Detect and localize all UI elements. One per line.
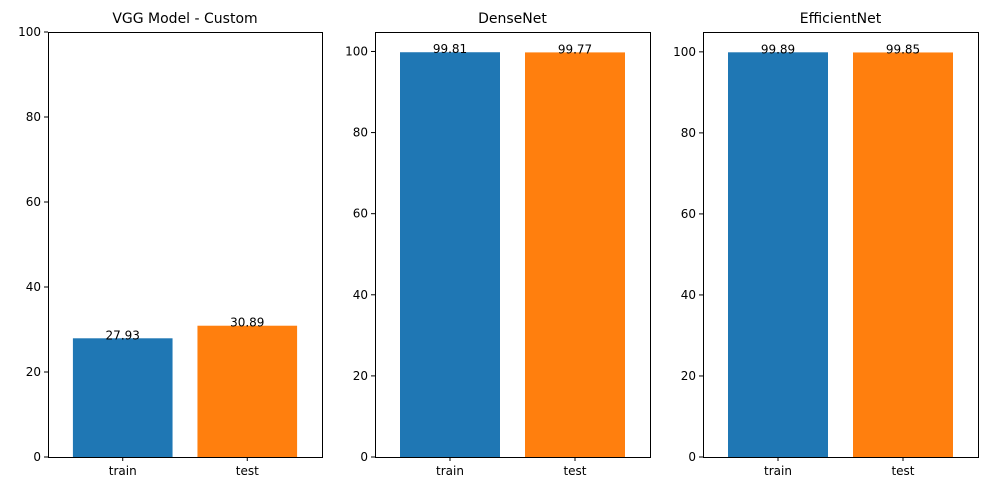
plot-frame [48,32,323,458]
bar-test [853,52,953,457]
y-tick-label: 60 [353,207,368,221]
x-tick-label-test: test [563,464,586,478]
y-tick-label: 20 [681,369,696,383]
subplot-vgg-custom: 27.93 30.89 0 20 40 60 80 100 train test VGG Model… [18,11,323,478]
bar-test [197,325,298,457]
y-tick-label: 20 [353,369,368,383]
y-tick-label: 100 [18,25,41,39]
chart-title: EfficientNet [800,11,882,27]
bar-value-label: 99.77 [558,42,592,56]
y-tick-label: 40 [353,288,368,302]
bar-value-label: 30.89 [230,316,264,330]
x-tick-label-train: train [436,464,464,478]
chart-title: VGG Model - Custom [112,11,257,27]
y-tick-label: 60 [681,207,696,221]
x-tick-label-train: train [109,464,137,478]
y-tick-label: 80 [353,126,368,140]
bar-value-label: 99.81 [433,42,467,56]
y-tick-label: 0 [33,450,41,464]
bar-train [728,52,828,457]
x-tick-label-test: test [891,464,914,478]
plot-frame [703,32,979,458]
plot-frame [375,32,651,458]
bar-train [72,338,173,457]
x-tick-label-train: train [764,464,792,478]
subplot-efficientnet: 99.89 99.85 0 20 40 60 80 100 train test Efficient… [673,11,979,478]
y-tick-label: 40 [681,288,696,302]
y-tick-label: 20 [26,365,41,379]
bar-test [525,52,625,457]
y-tick-label: 100 [345,44,368,58]
y-tick-label: 40 [26,280,41,294]
y-tick-label: 100 [673,45,696,59]
y-tick-label: 0 [360,450,368,464]
chart-title: DenseNet [478,11,547,27]
y-tick-label: 80 [681,126,696,140]
y-tick-label: 60 [26,195,41,209]
y-tick-label: 80 [26,110,41,124]
y-tick-label: 0 [688,450,696,464]
bar-value-label: 27.93 [106,328,140,342]
bar-train [400,52,500,457]
bar-value-label: 99.85 [886,42,920,56]
bar-value-label: 99.89 [761,42,795,56]
subplot-densenet: 99.81 99.77 0 20 40 60 80 100 train test DenseNet [345,11,651,478]
x-tick-label-test: test [236,464,259,478]
